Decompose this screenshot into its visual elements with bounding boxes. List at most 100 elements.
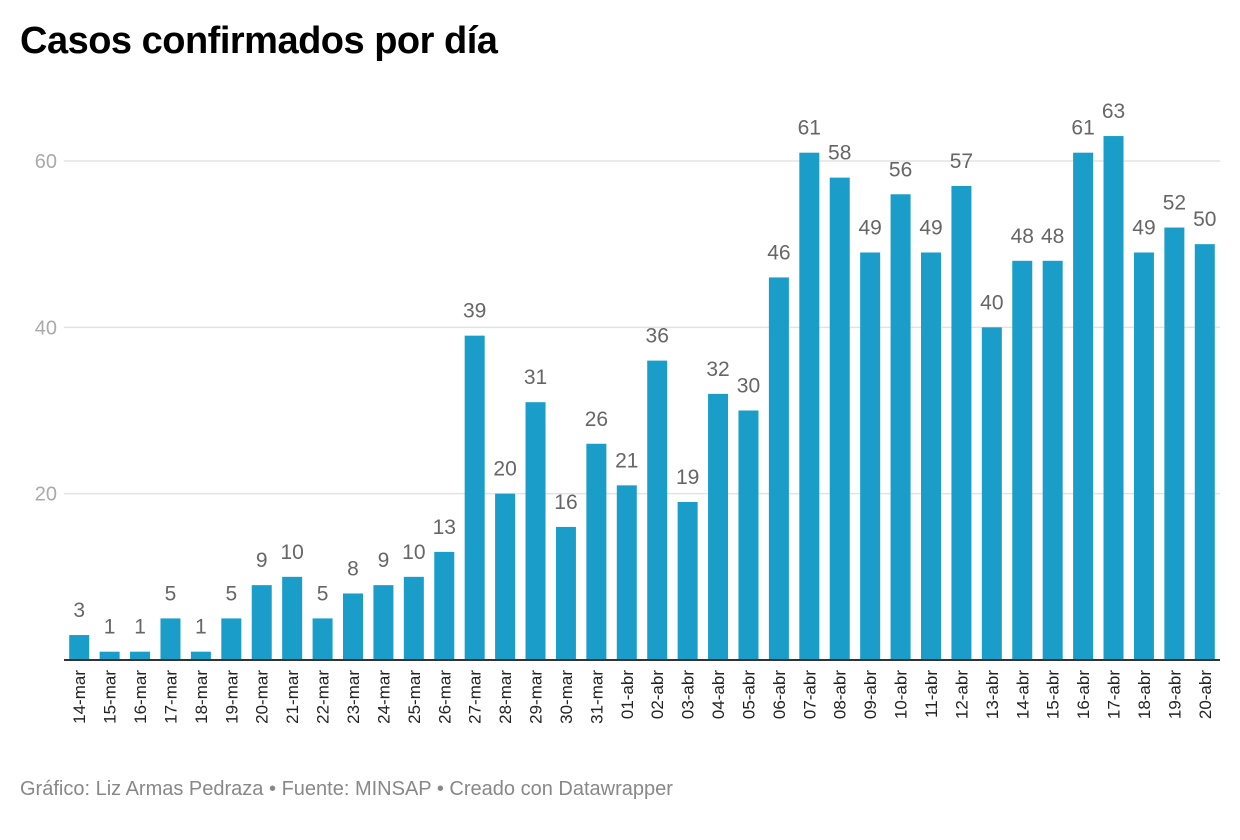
x-tick-label: 10-abr bbox=[892, 670, 911, 719]
bar bbox=[403, 576, 424, 660]
bar bbox=[251, 585, 272, 660]
x-tick-label: 24-mar bbox=[374, 670, 393, 724]
x-tick-label: 08-abr bbox=[831, 670, 850, 719]
data-label: 31 bbox=[524, 366, 547, 389]
chart-title: Casos confirmados por día bbox=[20, 20, 498, 62]
x-tick-label: 12-abr bbox=[952, 670, 971, 719]
footer-separator: • bbox=[269, 778, 277, 800]
x-tick-label: 31-mar bbox=[587, 670, 606, 724]
x-tick-label: 18-mar bbox=[192, 670, 211, 724]
bar bbox=[708, 393, 729, 660]
x-tick-label: 15-abr bbox=[1044, 670, 1063, 719]
bar bbox=[1194, 244, 1215, 660]
x-tick-label: 18-abr bbox=[1135, 670, 1154, 719]
bar bbox=[282, 576, 303, 660]
footer-source: Fuente: MINSAP bbox=[281, 778, 432, 800]
x-tick-label: 20-mar bbox=[253, 670, 272, 724]
x-tick-label: 27-mar bbox=[466, 670, 485, 724]
data-label: 61 bbox=[1071, 117, 1094, 140]
x-tick-label: 17-mar bbox=[161, 670, 180, 724]
bar bbox=[434, 551, 455, 660]
data-label: 10 bbox=[280, 541, 303, 564]
data-label: 10 bbox=[402, 541, 425, 564]
data-label: 13 bbox=[433, 516, 456, 539]
x-tick-label: 14-abr bbox=[1013, 670, 1032, 719]
bar bbox=[343, 593, 363, 660]
y-tick-label: 40 bbox=[35, 317, 57, 339]
footer-tool: Creado con Datawrapper bbox=[449, 778, 673, 800]
x-tick-label: 26-mar bbox=[435, 670, 454, 724]
x-tick-label: 05-abr bbox=[739, 670, 758, 719]
bar bbox=[1073, 152, 1094, 660]
data-label: 1 bbox=[134, 616, 146, 639]
data-label: 40 bbox=[980, 291, 1003, 314]
x-tick-label: 07-abr bbox=[800, 670, 819, 719]
bar bbox=[221, 618, 242, 660]
data-label: 46 bbox=[767, 241, 790, 264]
bar bbox=[616, 485, 637, 660]
bars bbox=[69, 136, 1215, 661]
x-tick-label: 20-abr bbox=[1196, 670, 1215, 719]
data-label: 48 bbox=[1041, 225, 1064, 248]
data-label: 9 bbox=[378, 549, 390, 572]
data-label: 56 bbox=[889, 158, 912, 181]
data-label: 5 bbox=[165, 582, 177, 605]
footer-separator: • bbox=[436, 778, 444, 800]
bar bbox=[160, 618, 181, 660]
data-label: 21 bbox=[615, 449, 638, 472]
x-tick-label: 28-mar bbox=[496, 670, 515, 724]
x-tick-label: 11-abr bbox=[922, 670, 941, 718]
data-label: 58 bbox=[828, 142, 851, 165]
bar bbox=[373, 585, 394, 660]
bar bbox=[768, 277, 789, 660]
bar bbox=[799, 152, 820, 660]
x-tick-label: 30-mar bbox=[557, 670, 576, 724]
data-label: 63 bbox=[1102, 100, 1125, 123]
y-tick-label: 60 bbox=[35, 151, 57, 173]
x-tick-label: 19-mar bbox=[222, 670, 241, 724]
bar bbox=[69, 635, 90, 660]
bar bbox=[1012, 260, 1033, 660]
data-label: 8 bbox=[347, 557, 359, 580]
x-tick-label: 14-mar bbox=[70, 670, 89, 724]
x-tick-label: 03-abr bbox=[679, 670, 698, 719]
data-label: 39 bbox=[463, 300, 486, 323]
y-axis: 20 40 60 bbox=[35, 151, 57, 506]
bar bbox=[1133, 252, 1154, 660]
x-tick-label: 09-abr bbox=[861, 670, 880, 719]
data-label: 16 bbox=[554, 491, 577, 514]
bar bbox=[525, 402, 546, 660]
x-tick-label: 19-abr bbox=[1165, 670, 1184, 719]
bar bbox=[1042, 260, 1063, 660]
data-label: 5 bbox=[225, 582, 237, 605]
data-label: 49 bbox=[1132, 216, 1155, 239]
x-tick-label: 25-mar bbox=[405, 670, 424, 724]
data-label: 52 bbox=[1163, 192, 1186, 215]
data-label: 30 bbox=[737, 375, 760, 398]
bar bbox=[130, 651, 151, 660]
x-tick-label: 23-mar bbox=[344, 670, 363, 724]
data-label: 57 bbox=[950, 150, 973, 173]
data-label: 1 bbox=[195, 616, 207, 639]
bar bbox=[981, 327, 1002, 660]
x-tick-label: 16-mar bbox=[131, 670, 150, 724]
data-label: 19 bbox=[676, 466, 699, 489]
bar bbox=[312, 618, 333, 660]
data-label: 32 bbox=[706, 358, 729, 381]
bar bbox=[1164, 227, 1185, 661]
x-tick-label: 01-abr bbox=[618, 670, 637, 719]
data-label: 26 bbox=[585, 408, 608, 431]
x-tick-label: 02-abr bbox=[648, 670, 667, 719]
bar bbox=[890, 194, 911, 660]
bar bbox=[829, 177, 850, 660]
data-label: 20 bbox=[493, 458, 516, 481]
x-tick-label: 15-mar bbox=[101, 670, 120, 724]
x-tick-label: 17-abr bbox=[1105, 670, 1124, 719]
chart-footer: Gráfico: Liz Armas Pedraza • Fuente: MIN… bbox=[20, 778, 673, 801]
data-label: 49 bbox=[858, 216, 881, 239]
x-tick-label: 16-abr bbox=[1074, 670, 1093, 719]
x-tick-label: 04-abr bbox=[709, 670, 728, 719]
x-tick-label: 29-mar bbox=[527, 670, 546, 724]
